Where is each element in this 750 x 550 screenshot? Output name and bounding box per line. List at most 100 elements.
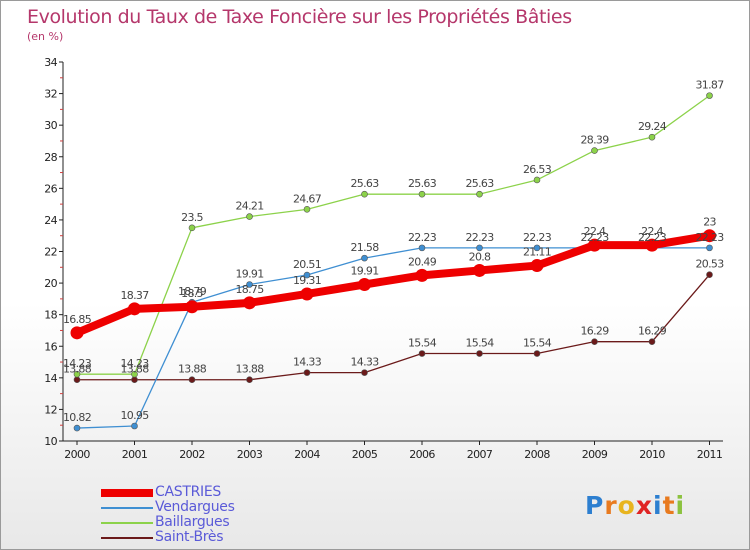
data-label-saint-br-s: 20.53: [696, 258, 725, 271]
series-layer: [70, 92, 716, 432]
x-tick-label: 2007: [467, 448, 493, 461]
x-tick-label: 2009: [582, 448, 608, 461]
data-point-saint-br-s: [418, 350, 426, 357]
data-point-vendargues: [706, 244, 713, 252]
logo-letter: i: [675, 491, 686, 520]
data-label-saint-br-s: 15.54: [466, 337, 495, 350]
x-tick-label: 2006: [409, 448, 435, 461]
data-point-vendargues: [246, 281, 253, 288]
legend-swatch: [101, 537, 153, 539]
data-point-castries: [645, 238, 659, 252]
legend-label: CASTRIES: [155, 484, 221, 500]
data-label-baillargues: 29.24: [638, 120, 667, 133]
data-point-saint-br-s: [131, 376, 138, 384]
data-point-baillargues: [303, 206, 311, 213]
data-point-castries: [300, 287, 314, 301]
legend-swatch: [101, 522, 153, 524]
data-label-saint-br-s: 13.88: [236, 363, 265, 376]
data-label-baillargues: 26.53: [523, 163, 552, 176]
data-labels: 13.88 13.88 13.88 13.88 14.33 14.33 15.54 15.54…: [63, 79, 725, 424]
data-label-saint-br-s: 15.54: [408, 337, 437, 350]
data-label-baillargues: 24.21: [236, 200, 264, 213]
data-label-baillargues: 31.87: [696, 79, 725, 92]
data-label-castries: 18.75: [236, 283, 265, 296]
y-tick-label: 20: [44, 277, 57, 290]
data-label-castries: 20.8: [469, 250, 491, 263]
data-point-vendargues: [73, 424, 81, 432]
y-tick-label: 14: [44, 372, 57, 385]
x-tick-label: 2010: [639, 448, 665, 461]
data-point-baillargues: [188, 224, 196, 232]
data-point-baillargues: [476, 190, 483, 198]
data-point-castries: [70, 326, 84, 340]
data-label-baillargues: 25.63: [408, 177, 437, 190]
legend-label: Baillargues: [155, 514, 230, 530]
y-tick-label: 22: [44, 246, 57, 259]
data-point-vendargues: [303, 271, 311, 279]
series-line-castries: [73, 231, 714, 337]
x-tick-label: 2008: [524, 448, 550, 461]
x-tick-label: 2001: [122, 448, 148, 461]
data-label-saint-br-s: 14.33: [351, 356, 380, 369]
x-tick-label: 2000: [64, 448, 90, 461]
proxiti-logo: Proxiti: [585, 491, 685, 520]
data-point-baillargues: [246, 213, 253, 220]
data-label-castries: 19.91: [351, 265, 379, 278]
data-point-baillargues: [73, 370, 81, 378]
data-point-baillargues: [361, 190, 368, 198]
data-label-baillargues: 28.39: [581, 134, 610, 147]
legend-swatch: [101, 507, 153, 509]
data-label-castries: 22.4: [584, 225, 606, 238]
y-tick-label: 12: [44, 403, 57, 416]
series-line-baillargues: [76, 94, 711, 375]
x-tick-label: 2004: [294, 448, 320, 461]
data-point-saint-br-s: [648, 338, 656, 345]
data-label-castries: 16.85: [63, 313, 92, 326]
logo-letter: o: [617, 491, 636, 520]
data-label-vendargues: 20.51: [293, 258, 321, 271]
logo-letter: x: [635, 491, 653, 520]
data-point-saint-br-s: [303, 369, 311, 376]
chart-title: Evolution du Taux de Taxe Foncière sur l…: [27, 6, 572, 28]
data-label-castries: 22.4: [641, 225, 663, 238]
data-label-vendargues: 18.79: [178, 285, 207, 298]
x-tick-label: 2011: [697, 448, 723, 461]
data-point-vendargues: [131, 422, 138, 430]
data-point-baillargues: [648, 133, 656, 141]
data-point-castries: [588, 238, 601, 252]
legend-swatch: [101, 489, 153, 497]
data-label-baillargues: 23.5: [181, 211, 203, 224]
data-point-saint-br-s: [73, 376, 81, 384]
data-label-baillargues: 14.23: [63, 357, 92, 370]
data-label-castries: 23: [703, 216, 716, 229]
data-point-vendargues: [533, 244, 541, 252]
data-label-vendargues: 19.91: [236, 268, 264, 281]
data-point-baillargues: [706, 92, 713, 99]
data-label-baillargues: 14.23: [121, 357, 150, 370]
data-point-baillargues: [418, 190, 426, 198]
y-tick-label: 32: [44, 88, 57, 101]
data-label-saint-br-s: 16.29: [581, 325, 610, 338]
y-tick-label: 24: [44, 214, 57, 227]
logo-letter: P: [585, 491, 605, 520]
x-axis: 2000 2001 2002 2003 2004 2005 2006 2007 2008 2009…: [63, 440, 723, 461]
y-tick-label: 26: [44, 182, 57, 195]
data-point-castries: [128, 302, 141, 316]
logo-letter: t: [662, 491, 676, 520]
data-label-saint-br-s: 13.88: [63, 363, 92, 376]
data-label-castries: 18.5: [181, 287, 203, 300]
data-point-vendargues: [361, 254, 368, 262]
legend-label: Vendargues: [155, 499, 235, 515]
y-axis: 10 12 14 16 18 20 22 24 26 28 30 32 34: [44, 56, 64, 448]
data-label-vendargues: 22.23: [523, 231, 552, 244]
y-tick-label: 18: [44, 309, 57, 322]
data-point-castries: [530, 259, 544, 273]
data-label-baillargues: 24.67: [293, 192, 322, 205]
data-label-baillargues: 25.63: [466, 177, 495, 190]
data-label-vendargues: 22.23: [466, 231, 495, 244]
data-point-castries: [703, 229, 716, 243]
data-label-saint-br-s: 16.29: [638, 325, 667, 338]
x-tick-label: 2002: [179, 448, 205, 461]
